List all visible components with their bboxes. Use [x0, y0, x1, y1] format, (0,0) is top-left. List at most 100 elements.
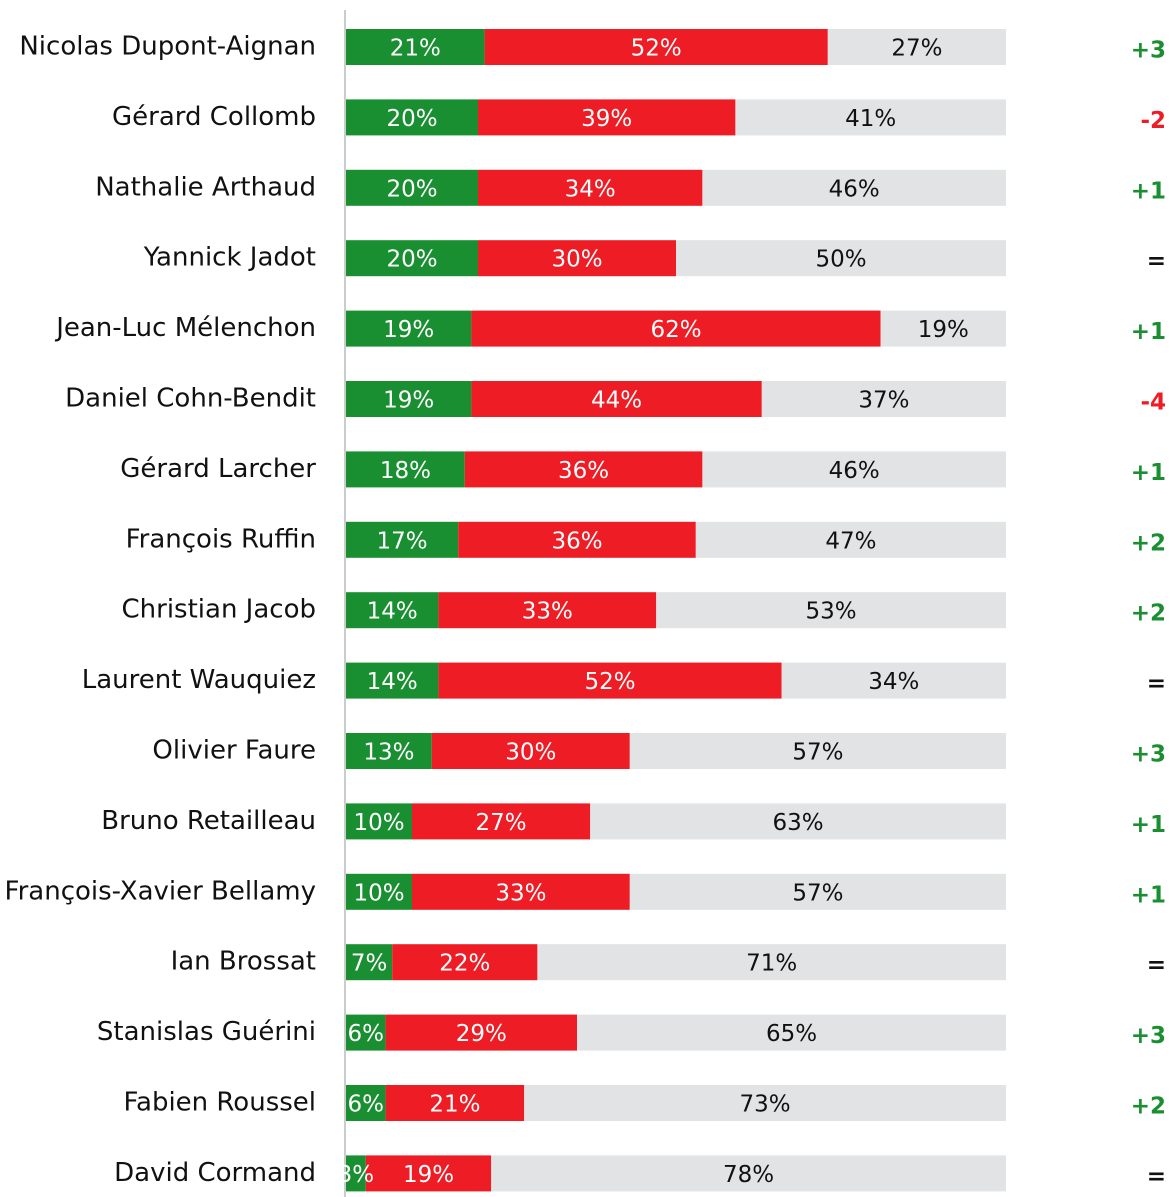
bar-segment [702, 169, 1006, 206]
value-label: 20% [386, 176, 437, 202]
value-label: 52% [631, 36, 682, 62]
value-label: 29% [456, 1021, 507, 1047]
value-label: 20% [386, 247, 437, 273]
category-label: François Ruffin [126, 524, 316, 554]
bar-segment [346, 873, 412, 910]
value-label: 6% [348, 1092, 385, 1118]
change-label: +2 [1131, 1094, 1166, 1120]
value-label: 52% [584, 669, 635, 695]
bar-segment [735, 99, 1006, 136]
value-label: 73% [740, 1092, 791, 1118]
value-label: 34% [868, 669, 919, 695]
value-label: 19% [383, 317, 434, 343]
value-label: 19% [403, 1162, 454, 1188]
value-label: 6% [348, 1021, 385, 1047]
bar-segment [412, 803, 591, 840]
value-label: 22% [439, 951, 490, 977]
category-label: Daniel Cohn-Bendit [65, 384, 316, 414]
bar-segment [629, 873, 1006, 910]
bar-segment [478, 99, 736, 136]
bar-segment [577, 1014, 1006, 1051]
bar-segment [346, 1014, 386, 1051]
value-label: 21% [390, 36, 441, 62]
value-label: 7% [351, 951, 388, 977]
category-label: Jean-Luc Mélenchon [54, 313, 316, 343]
value-label: 14% [367, 599, 418, 625]
value-label: 20% [386, 106, 437, 132]
value-label: 57% [792, 740, 843, 766]
bar-segment [695, 521, 1006, 558]
category-label: Nathalie Arthaud [95, 172, 316, 202]
change-label: -2 [1140, 108, 1166, 134]
bar-segment [471, 381, 762, 417]
bar-segment [346, 310, 472, 347]
change-label: = [1147, 953, 1166, 979]
bar-segment [478, 169, 703, 206]
value-label: 36% [551, 528, 602, 554]
value-label: 50% [815, 247, 866, 273]
value-label: 41% [845, 106, 896, 132]
bar-segment [346, 733, 432, 769]
category-label: Nicolas Dupont-Aignan [19, 32, 316, 62]
bar-segment [346, 662, 439, 699]
value-label: 33% [495, 880, 546, 906]
value-label: 17% [377, 528, 428, 554]
bar-segment [346, 803, 412, 840]
change-label: +1 [1131, 812, 1166, 838]
change-label: +1 [1131, 882, 1166, 908]
value-label: 3% [338, 1162, 375, 1188]
bar-segment [346, 451, 465, 488]
value-label: 78% [723, 1162, 774, 1188]
bar-segment [761, 381, 1006, 417]
value-label: 19% [918, 317, 969, 343]
bar-segment [464, 451, 703, 488]
value-label: 63% [773, 810, 824, 836]
change-label: +3 [1131, 1023, 1166, 1049]
category-label: Gérard Collomb [112, 102, 316, 132]
value-label: 10% [353, 880, 404, 906]
bar-segment [346, 1155, 366, 1192]
bar-segment [781, 662, 1006, 699]
value-label: 71% [746, 951, 797, 977]
value-label: 33% [522, 599, 573, 625]
bar-segment [392, 944, 538, 981]
value-label: 21% [429, 1092, 480, 1118]
bar-segment [702, 451, 1006, 488]
category-label: Christian Jacob [122, 595, 317, 625]
value-label: 19% [383, 388, 434, 414]
change-label: +2 [1131, 601, 1166, 627]
bar-segment [346, 99, 478, 136]
bar-segment [478, 240, 676, 277]
change-label: = [1147, 249, 1166, 275]
value-label: 14% [367, 669, 418, 695]
bar-segment [365, 1155, 492, 1192]
bar-segment [431, 733, 630, 769]
value-label: 36% [558, 458, 609, 484]
bar-segment [346, 381, 472, 417]
value-label: 34% [565, 176, 616, 202]
bar-segment [346, 944, 393, 981]
category-label: Olivier Faure [152, 736, 316, 766]
value-label: 37% [858, 388, 909, 414]
bar-segment [346, 240, 478, 277]
category-label: Gérard Larcher [120, 454, 316, 484]
bar-segment [484, 29, 828, 65]
bar-segment [537, 944, 1006, 981]
value-label: 46% [829, 176, 880, 202]
change-label: +3 [1131, 38, 1166, 64]
bar-segment [827, 29, 1006, 65]
bar-segment [438, 662, 782, 699]
change-label: +1 [1131, 460, 1166, 486]
value-label: 44% [591, 388, 642, 414]
bar-segment [412, 873, 630, 910]
value-label: 27% [476, 810, 527, 836]
change-label: = [1147, 671, 1166, 697]
value-label: 62% [650, 317, 701, 343]
category-label: Fabien Roussel [123, 1088, 316, 1118]
bar-segment [346, 29, 485, 65]
change-label: +1 [1131, 178, 1166, 204]
change-label: +1 [1131, 319, 1166, 345]
value-label: 30% [551, 247, 602, 273]
bar-segment [346, 592, 439, 629]
